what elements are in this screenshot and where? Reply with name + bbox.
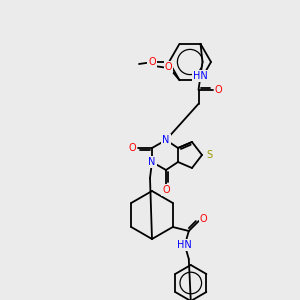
Text: O: O: [148, 57, 156, 67]
Text: O: O: [200, 214, 208, 224]
Text: N: N: [148, 157, 156, 167]
Text: O: O: [165, 62, 172, 72]
Text: S: S: [206, 150, 212, 160]
Text: N: N: [162, 135, 170, 145]
Text: O: O: [215, 85, 222, 95]
Text: O: O: [162, 185, 170, 195]
Text: O: O: [128, 143, 136, 153]
Text: HN: HN: [177, 240, 192, 250]
Text: HN: HN: [193, 71, 208, 81]
